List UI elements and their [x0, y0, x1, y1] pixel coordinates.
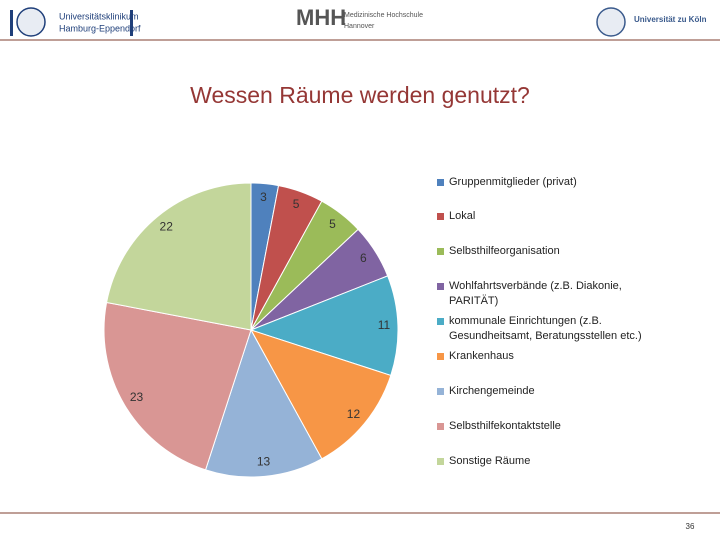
data-label: 6 [360, 251, 367, 265]
legend-item: Lokal [437, 210, 674, 224]
data-label: 11 [378, 318, 391, 332]
legend-label: Sonstige Räume [449, 455, 531, 467]
legend-label: kommunale Einrichtungen (z.B. Gesundheit… [449, 315, 642, 342]
logo-seal [16, 7, 46, 37]
data-label: 12 [347, 407, 361, 421]
logo-text: Medizinische Hochschule [344, 12, 423, 19]
legend-swatch [437, 318, 444, 325]
page-number: 36 [686, 522, 695, 531]
pie: 3 5 5 6 11 12 13 23 22 [103, 182, 399, 478]
logo-text: Hannover [344, 23, 375, 30]
data-label: 22 [160, 220, 174, 234]
pie-slice [249, 275, 399, 377]
legend-item: Selbsthilfekontaktstelle [437, 420, 674, 434]
logo-seal [596, 7, 626, 37]
legend-item: Sonstige Räume [437, 455, 674, 469]
legend-swatch [437, 458, 444, 465]
legend-swatch [437, 283, 444, 290]
logo-bar [130, 10, 133, 36]
legend-item: Gruppenmitglieder (privat) [437, 176, 674, 190]
legend-item: Krankenhaus [437, 350, 674, 364]
legend-label: Selbsthilfeorganisation [449, 245, 560, 257]
legend-label: Wohlfahrtsverbände (z.B. Diakonie, PARIT… [449, 280, 622, 307]
legend-label: Krankenhaus [449, 350, 514, 362]
legend-item: Wohlfahrtsverbände (z.B. Diakonie, PARIT… [437, 280, 674, 309]
logo-text: Universitätsklinikum [59, 11, 139, 21]
legend-label: Lokal [449, 210, 476, 222]
legend-label: Selbsthilfekontaktstelle [449, 420, 561, 432]
legend-swatch [437, 213, 444, 220]
legend-item: Selbsthilfeorganisation [437, 245, 674, 259]
data-label: 13 [257, 455, 271, 469]
data-label: 3 [260, 190, 267, 204]
legend-label: Kirchengemeinde [449, 385, 535, 397]
chart-title: Wessen Räume werden genutzt? [190, 82, 530, 108]
legend-swatch [437, 179, 444, 186]
logo-text: Hamburg-Eppendorf [59, 23, 141, 33]
data-label: 5 [329, 217, 336, 231]
logo-mark: MHH [296, 5, 346, 30]
data-label: 5 [293, 197, 300, 211]
legend-item: kommunale Einrichtungen (z.B. Gesundheit… [437, 315, 674, 344]
pie-slice [249, 329, 392, 460]
pie-slice [103, 301, 252, 471]
legend-swatch [437, 248, 444, 255]
pie-slice [106, 182, 252, 331]
logo-text: Universität zu Köln [634, 15, 707, 24]
logo-bar [10, 10, 13, 36]
legend-swatch [437, 353, 444, 360]
legend-label: Gruppenmitglieder (privat) [449, 176, 577, 188]
legend-swatch [437, 388, 444, 395]
legend-swatch [437, 423, 444, 430]
data-label: 23 [130, 390, 144, 404]
pie-slice [204, 328, 323, 478]
legend-item: Kirchengemeinde [437, 385, 674, 399]
